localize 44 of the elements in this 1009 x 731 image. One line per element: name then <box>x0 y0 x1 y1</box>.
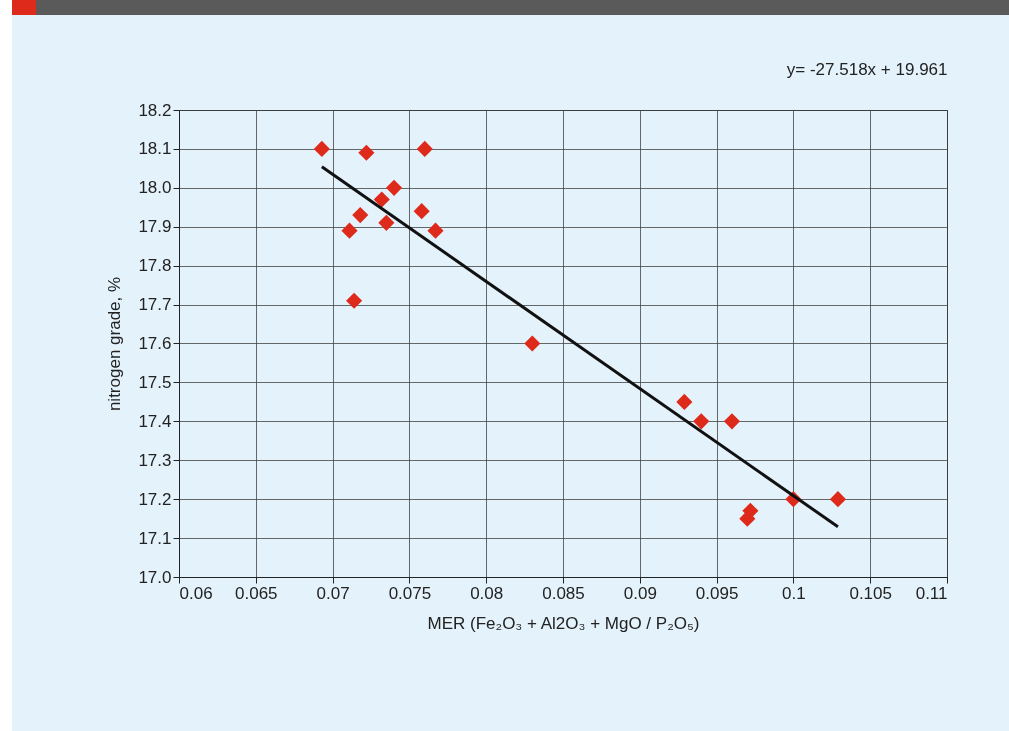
y-tick-label: 18.1 <box>138 139 172 159</box>
point <box>358 144 375 161</box>
point <box>416 140 433 157</box>
point <box>385 179 403 196</box>
x-tick-label: 0.09 <box>623 583 657 603</box>
x-tick-label: 0.065 <box>235 583 278 603</box>
point <box>524 335 541 352</box>
x-tick-label: 0.11 <box>915 583 948 603</box>
point <box>676 393 693 410</box>
point <box>352 207 369 224</box>
x-tick-label: 0.085 <box>542 583 585 603</box>
y-tick-label: 18.2 <box>138 100 172 120</box>
x-axis-title: MER (Fe₂O₃ + Al2O₃ + MgO / P₂O₅) <box>427 613 700 633</box>
y-tick-label: 17.7 <box>138 295 172 315</box>
x-tick-label: 0.08 <box>470 583 504 603</box>
y-tick-label: 17.2 <box>138 489 172 509</box>
point <box>341 222 358 239</box>
x-tick-label: 0.1 <box>782 583 806 603</box>
y-tick-label: 17.4 <box>138 411 172 431</box>
point <box>742 502 759 519</box>
point <box>427 222 444 239</box>
y-tick-label: 18.0 <box>138 178 172 198</box>
x-tick-label: 0.07 <box>316 583 350 603</box>
y-tick-label: 17.1 <box>138 528 172 548</box>
y-tick-label: 17.5 <box>138 372 172 392</box>
point <box>693 413 710 430</box>
point <box>829 491 847 508</box>
point <box>313 140 330 157</box>
y-tick-label: 17.9 <box>138 217 172 237</box>
point <box>723 413 741 430</box>
x-tick-label: 0.105 <box>849 583 892 603</box>
y-tick-label: 17.8 <box>138 256 172 276</box>
point <box>346 292 363 309</box>
x-tick-label: 0.06 <box>179 583 213 603</box>
y-tick-label: 17.3 <box>138 450 172 470</box>
y-axis-title: nitrogen grade, % <box>105 276 125 412</box>
point <box>373 191 390 208</box>
point <box>378 214 395 231</box>
text: y= -27.518x + 19.961 <box>786 60 948 79</box>
y-tick-label: 17.0 <box>138 567 172 587</box>
x-tick-label: 0.095 <box>695 583 739 603</box>
x-tick-label: 0.075 <box>388 583 432 603</box>
y-tick-label: 17.6 <box>138 334 172 353</box>
point <box>413 203 430 220</box>
